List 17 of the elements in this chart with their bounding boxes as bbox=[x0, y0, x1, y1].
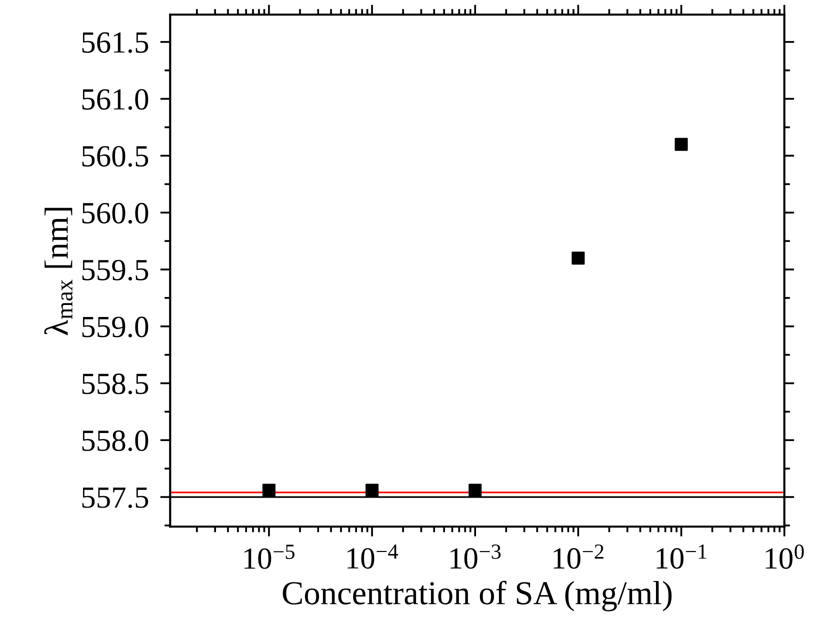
y-tick-label: 560.5 bbox=[82, 146, 148, 167]
x-tick-label: 10$^{−4}$ bbox=[348, 544, 398, 569]
x-tick-label: 10$^{0}$ bbox=[766, 544, 804, 569]
y-tick-label: 558.0 bbox=[82, 430, 148, 452]
y-tick-label: 560.0 bbox=[82, 202, 148, 224]
y-tick-label: 559.0 bbox=[82, 316, 148, 338]
y-tick-label: 558.5 bbox=[82, 374, 148, 394]
x-tick-label: 10$^{−3}$ bbox=[450, 544, 501, 569]
y-tick-label: 557.5 bbox=[82, 488, 148, 508]
x-tick-label: 10$^{−1}$ bbox=[656, 544, 706, 569]
y-tick-label: 559.5 bbox=[82, 260, 148, 281]
x-tick-label: 10$^{−2}$ bbox=[554, 544, 604, 569]
x-tick-label: 10$^{−5}$ bbox=[244, 544, 294, 569]
y-tick-label: 561.0 bbox=[82, 89, 148, 110]
y-tick-label: 561.5 bbox=[82, 32, 148, 53]
y-axis-title: λ$_{max}$ [nm] bbox=[44, 208, 73, 336]
x-axis-title: Concentration of SA (mg/ml) bbox=[282, 580, 672, 612]
